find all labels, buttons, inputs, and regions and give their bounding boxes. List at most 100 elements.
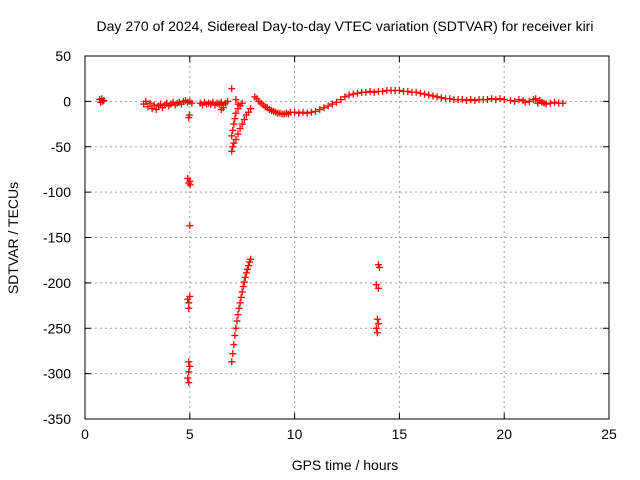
x-axis-label: GPS time / hours	[292, 457, 399, 473]
data-point-marker	[429, 92, 437, 100]
data-point-marker	[185, 368, 193, 376]
data-point-marker	[228, 147, 236, 155]
data-point-marker	[532, 95, 540, 103]
y-tick-label: -50	[51, 139, 71, 155]
y-tick-label: -200	[43, 275, 71, 291]
data-point-marker	[240, 278, 248, 286]
data-point-marker	[379, 87, 387, 95]
data-point-marker	[373, 329, 381, 337]
data-point-marker	[184, 374, 192, 382]
x-tick-labels: 0 5 10 15 20 25	[81, 426, 617, 442]
data-point-marker	[232, 109, 240, 117]
data-point-marker	[362, 88, 370, 96]
data-point-marker	[156, 100, 164, 108]
data-point-marker	[228, 132, 236, 140]
data-point-marker	[421, 90, 429, 98]
data-point-marker	[188, 99, 196, 107]
data-point-marker	[458, 96, 466, 104]
data-point-marker	[230, 120, 238, 128]
data-point-marker	[150, 101, 158, 109]
y-tick-label: 0	[63, 93, 71, 109]
data-point-marker	[235, 304, 243, 312]
data-point-marker	[542, 100, 550, 108]
data-point-marker	[446, 95, 454, 103]
data-point-marker	[237, 293, 245, 301]
data-point-marker	[99, 97, 107, 105]
data-point-marker	[234, 311, 242, 319]
data-point-marker	[240, 116, 248, 124]
data-point-marker	[148, 105, 156, 113]
data-point-marker	[333, 98, 341, 106]
y-axis-label: SDTVAR / TECUs	[5, 182, 21, 294]
data-point-marker	[241, 273, 249, 281]
data-point-marker	[186, 292, 194, 300]
data-point-marker	[229, 350, 237, 358]
data-point-marker	[462, 96, 470, 104]
data-point-marker	[366, 87, 374, 95]
data-point-marker	[229, 143, 237, 151]
data-point-marker	[247, 105, 255, 113]
data-point-marker	[373, 315, 381, 323]
data-point-marker	[185, 304, 193, 312]
data-point-marker	[228, 85, 236, 93]
data-point-marker	[345, 91, 353, 99]
data-point-marker	[437, 94, 445, 102]
y-tick-label: -300	[43, 366, 71, 382]
data-point-marker	[525, 97, 533, 105]
data-point-marker	[186, 222, 194, 230]
data-point-marker	[425, 91, 433, 99]
data-point-marker	[500, 96, 508, 104]
data-point-marker	[312, 107, 320, 115]
data-point-marker	[307, 108, 315, 116]
data-point-marker	[229, 126, 237, 134]
data-point-marker	[521, 98, 529, 106]
data-point-marker	[488, 95, 496, 103]
data-point-marker	[232, 135, 240, 143]
data-point-marker	[242, 269, 250, 277]
data-point-marker	[337, 96, 345, 104]
data-point-marker	[230, 341, 238, 349]
data-point-marker	[146, 99, 154, 107]
data-point-marker	[349, 90, 357, 98]
data-points	[96, 85, 567, 387]
data-point-marker	[496, 95, 504, 103]
y-tick-label: -350	[43, 411, 71, 427]
data-point-marker	[186, 181, 194, 189]
data-point-marker	[224, 97, 232, 105]
data-point-marker	[233, 317, 241, 325]
data-point-marker	[185, 358, 193, 366]
data-point-marker	[236, 299, 244, 307]
data-point-marker	[243, 265, 251, 273]
x-tick-label: 5	[186, 426, 194, 442]
data-point-marker	[559, 99, 567, 107]
data-point-marker	[186, 362, 194, 370]
x-tick-label: 20	[496, 426, 512, 442]
data-point-marker	[511, 97, 519, 105]
y-tick-label: -150	[43, 230, 71, 246]
data-point-marker	[471, 96, 479, 104]
data-point-marker	[185, 111, 193, 119]
data-point-marker	[433, 93, 441, 101]
data-point-marker	[395, 86, 403, 94]
data-point-marker	[328, 100, 336, 108]
data-point-marker	[341, 93, 349, 101]
data-point-marker	[416, 89, 424, 97]
data-point-marker	[324, 102, 332, 110]
data-point-marker	[234, 130, 242, 138]
y-tick-label: -100	[43, 184, 71, 200]
data-point-marker	[238, 120, 246, 128]
data-point-marker	[546, 99, 554, 107]
data-point-marker	[515, 96, 523, 104]
data-point-marker	[506, 96, 514, 104]
data-point-marker	[228, 358, 236, 366]
data-point-marker	[295, 109, 303, 117]
data-point-marker	[230, 139, 238, 147]
data-point-marker	[247, 255, 255, 263]
data-point-marker	[100, 96, 108, 104]
data-point-marker	[239, 283, 247, 291]
data-point-marker	[316, 106, 324, 114]
x-tick-label: 15	[392, 426, 408, 442]
data-point-marker	[353, 89, 361, 97]
data-point-marker	[231, 115, 239, 123]
